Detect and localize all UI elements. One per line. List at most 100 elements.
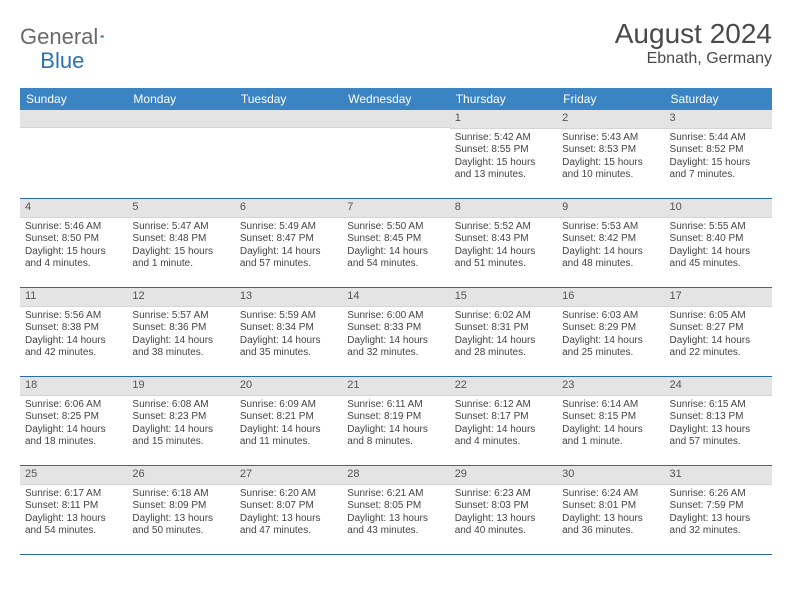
day-cell: 23Sunrise: 6:14 AMSunset: 8:15 PMDayligh…: [557, 377, 664, 465]
day-number: 30: [557, 466, 664, 485]
day-number: 24: [665, 377, 772, 396]
sunset-line: Sunset: 8:36 PM: [132, 322, 229, 335]
day-body: Sunrise: 6:26 AMSunset: 7:59 PMDaylight:…: [665, 485, 772, 542]
sunset-line: Sunset: 8:50 PM: [25, 233, 122, 246]
day-number: 16: [557, 288, 664, 307]
day-number: 4: [20, 199, 127, 218]
day-header-sat: Saturday: [665, 88, 772, 110]
daylight-line: Daylight: 14 hours and 28 minutes.: [455, 335, 552, 360]
sunrise-line: Sunrise: 5:53 AM: [562, 221, 659, 234]
day-number: 1: [450, 110, 557, 129]
day-body: Sunrise: 6:09 AMSunset: 8:21 PMDaylight:…: [235, 396, 342, 453]
day-body: Sunrise: 5:57 AMSunset: 8:36 PMDaylight:…: [127, 307, 234, 364]
sunset-line: Sunset: 8:09 PM: [132, 500, 229, 513]
sunset-line: Sunset: 8:47 PM: [240, 233, 337, 246]
sunrise-line: Sunrise: 6:23 AM: [455, 488, 552, 501]
daylight-line: Daylight: 13 hours and 36 minutes.: [562, 513, 659, 538]
sunset-line: Sunset: 8:01 PM: [562, 500, 659, 513]
sunset-line: Sunset: 8:03 PM: [455, 500, 552, 513]
sunrise-line: Sunrise: 6:11 AM: [347, 399, 444, 412]
day-cell: 22Sunrise: 6:12 AMSunset: 8:17 PMDayligh…: [450, 377, 557, 465]
day-number: 6: [235, 199, 342, 218]
sunrise-line: Sunrise: 5:43 AM: [562, 132, 659, 145]
day-body: Sunrise: 6:23 AMSunset: 8:03 PMDaylight:…: [450, 485, 557, 542]
day-cell: 25Sunrise: 6:17 AMSunset: 8:11 PMDayligh…: [20, 466, 127, 554]
sunrise-line: Sunrise: 6:14 AM: [562, 399, 659, 412]
day-cell: 26Sunrise: 6:18 AMSunset: 8:09 PMDayligh…: [127, 466, 234, 554]
daylight-line: Daylight: 15 hours and 1 minute.: [132, 246, 229, 271]
daylight-line: Daylight: 14 hours and 8 minutes.: [347, 424, 444, 449]
day-header-fri: Friday: [557, 88, 664, 110]
day-number: 13: [235, 288, 342, 307]
sunrise-line: Sunrise: 6:05 AM: [670, 310, 767, 323]
day-number: 18: [20, 377, 127, 396]
day-number: [127, 110, 234, 128]
sunset-line: Sunset: 8:48 PM: [132, 233, 229, 246]
day-header-wed: Wednesday: [342, 88, 449, 110]
day-cell: 1Sunrise: 5:42 AMSunset: 8:55 PMDaylight…: [450, 110, 557, 198]
sunset-line: Sunset: 8:34 PM: [240, 322, 337, 335]
sunrise-line: Sunrise: 6:03 AM: [562, 310, 659, 323]
week-row: 4Sunrise: 5:46 AMSunset: 8:50 PMDaylight…: [20, 199, 772, 288]
daylight-line: Daylight: 14 hours and 35 minutes.: [240, 335, 337, 360]
day-body: Sunrise: 6:02 AMSunset: 8:31 PMDaylight:…: [450, 307, 557, 364]
day-body: Sunrise: 5:43 AMSunset: 8:53 PMDaylight:…: [557, 129, 664, 186]
week-row: 25 Sunrise: 6:17 AMSunset: 8:11 PM Dayligh…: [20, 466, 772, 555]
day-number: 19: [127, 377, 234, 396]
day-body: Sunrise: 6:20 AMSunset: 8:07 PMDaylight:…: [235, 485, 342, 542]
day-cell: 28Sunrise: 6:21 AMSunset: 8:05 PMDayligh…: [342, 466, 449, 554]
day-body: Sunrise: 5:53 AMSunset: 8:42 PMDaylight:…: [557, 218, 664, 275]
day-body: Sunrise: 6:24 AMSunset: 8:01 PMDaylight:…: [557, 485, 664, 542]
daylight-line: Daylight: 13 hours and 40 minutes.: [455, 513, 552, 538]
daylight-line: Daylight: 15 hours and 10 minutes.: [562, 157, 659, 182]
day-cell: 29Sunrise: 6:23 AMSunset: 8:03 PMDayligh…: [450, 466, 557, 554]
sunset-line: Sunset: 8:27 PM: [670, 322, 767, 335]
day-number: 11: [20, 288, 127, 307]
day-cell: 17Sunrise: 6:05 AMSunset: 8:27 PMDayligh…: [665, 288, 772, 376]
daylight-line: Daylight: 15 hours and 7 minutes.: [670, 157, 767, 182]
sunset-line: Sunset: 8:15 PM: [562, 411, 659, 424]
day-number: 3: [665, 110, 772, 129]
sunrise-line: Sunrise: 6:06 AM: [25, 399, 122, 412]
day-cell: 8Sunrise: 5:52 AMSunset: 8:43 PMDaylight…: [450, 199, 557, 287]
daylight-line: Daylight: 15 hours and 4 minutes.: [25, 246, 122, 271]
sunset-line: Sunset: 8:31 PM: [455, 322, 552, 335]
day-cell: 27Sunrise: 6:20 AMSunset: 8:07 PMDayligh…: [235, 466, 342, 554]
daylight-line: Daylight: 14 hours and 1 minute.: [562, 424, 659, 449]
sunrise-line: Sunrise: 5:55 AM: [670, 221, 767, 234]
sunset-line: Sunset: 8:45 PM: [347, 233, 444, 246]
day-body: Sunrise: 5:44 AMSunset: 8:52 PMDaylight:…: [665, 129, 772, 186]
sunrise-line: Sunrise: 6:15 AM: [670, 399, 767, 412]
sunrise-line: Sunrise: 6:02 AM: [455, 310, 552, 323]
sunrise-line: Sunrise: 5:49 AM: [240, 221, 337, 234]
sunrise-line: Sunrise: 5:50 AM: [347, 221, 444, 234]
daylight-line: Daylight: 14 hours and 51 minutes.: [455, 246, 552, 271]
day-body: Sunrise: 5:52 AMSunset: 8:43 PMDaylight:…: [450, 218, 557, 275]
sunrise-line: Sunrise: 6:17 AM: [25, 488, 122, 501]
daylight-line: Daylight: 13 hours and 47 minutes.: [240, 513, 337, 538]
day-body: Sunrise: 5:50 AMSunset: 8:45 PMDaylight:…: [342, 218, 449, 275]
day-number: 20: [235, 377, 342, 396]
day-cell: [342, 110, 449, 198]
daylight-line: Daylight: 15 hours and 13 minutes.: [455, 157, 552, 182]
sunset-line: Sunset: 8:23 PM: [132, 411, 229, 424]
daylight-line: Daylight: 14 hours and 57 minutes.: [240, 246, 337, 271]
sunset-line: Sunset: 8:11 PM: [25, 500, 122, 513]
day-cell: 7Sunrise: 5:50 AMSunset: 8:45 PMDaylight…: [342, 199, 449, 287]
day-number: 12: [127, 288, 234, 307]
day-number: 17: [665, 288, 772, 307]
daylight-line: Daylight: 14 hours and 42 minutes.: [25, 335, 122, 360]
day-number: 2: [557, 110, 664, 129]
day-number: 5: [127, 199, 234, 218]
day-header-sun: Sunday: [20, 88, 127, 110]
day-number: 25: [20, 466, 127, 485]
day-body: Sunrise: 5:59 AMSunset: 8:34 PMDaylight:…: [235, 307, 342, 364]
day-body: Sunrise: 6:15 AMSunset: 8:13 PMDaylight:…: [665, 396, 772, 453]
sunrise-line: Sunrise: 6:09 AM: [240, 399, 337, 412]
day-number: 26: [127, 466, 234, 485]
sunrise-line: Sunrise: 6:12 AM: [455, 399, 552, 412]
day-cell: 6 Sunrise: 5:49 AMSunset: 8:47 PMDaylight…: [235, 199, 342, 287]
daylight-line: Daylight: 14 hours and 32 minutes.: [347, 335, 444, 360]
sunset-line: Sunset: 8:19 PM: [347, 411, 444, 424]
sunset-line: Sunset: 8:33 PM: [347, 322, 444, 335]
